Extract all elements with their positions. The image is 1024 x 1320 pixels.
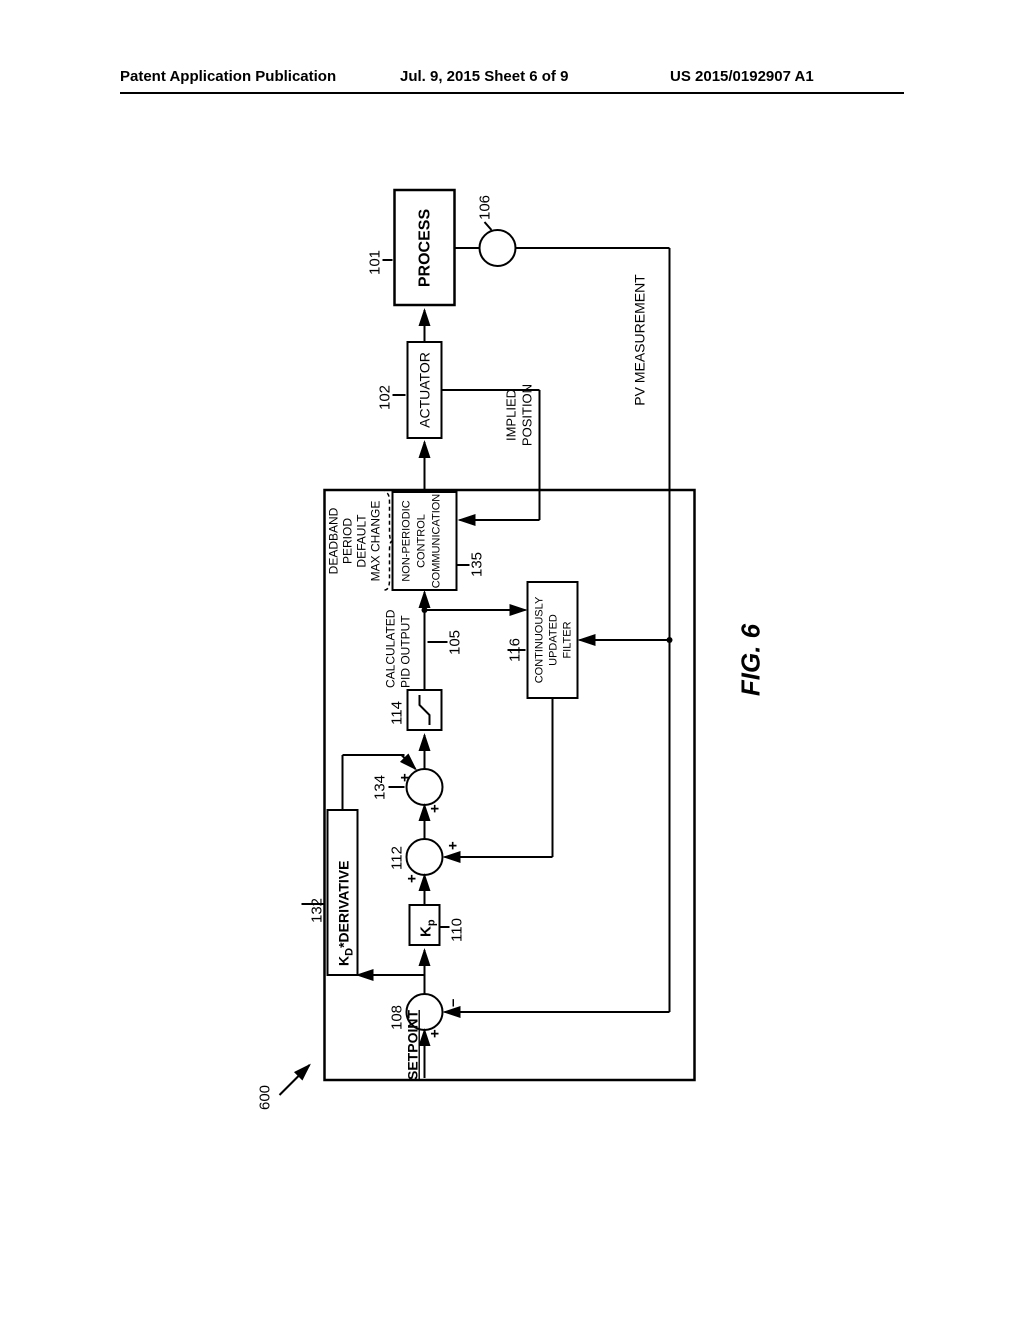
calc-node [422, 607, 428, 613]
plus-108: + [427, 1029, 444, 1038]
control-diagram: 600 SETPOINT 108 + – KD*DERIVATIVE 132 [230, 170, 790, 1150]
setpoint-label: SETPOINT [405, 1010, 421, 1080]
svg-text:+: + [397, 773, 414, 782]
svg-text:+: + [445, 841, 462, 850]
limiter-icon [420, 695, 430, 725]
ref106-line [485, 222, 492, 230]
svg-text:DEADBAND: DEADBAND [327, 507, 341, 574]
ref-114: 114 [389, 701, 406, 725]
diagram-rotated-wrap: 600 SETPOINT 108 + – KD*DERIVATIVE 132 [230, 170, 795, 1150]
actuator-text: ACTUATOR [417, 352, 433, 428]
header-left: Patent Application Publication [120, 68, 336, 85]
pv-label: PV MEASUREMENT [632, 274, 648, 406]
deriv-into134 [402, 755, 416, 769]
ref-112: 112 [389, 846, 406, 870]
header-rule [120, 92, 904, 94]
npcc-l2: CONTROL [416, 514, 428, 568]
ref-108: 108 [389, 1005, 406, 1030]
svg-text:PERIOD: PERIOD [341, 518, 355, 564]
derivative-text: KD*DERIVATIVE [336, 861, 356, 966]
kp-text: Kp [418, 919, 438, 937]
cuf-l3: FILTER [562, 621, 574, 658]
sum-112 [407, 839, 443, 875]
ref-110: 110 [449, 918, 466, 942]
ref-105: 105 [447, 630, 464, 655]
minus-108: – [445, 999, 462, 1007]
cuf-l1: CONTINUOUSLY [534, 596, 546, 683]
npcc-l3: COMMUNICATION [431, 494, 443, 589]
ref-106: 106 [477, 195, 494, 220]
process-text: PROCESS [417, 209, 434, 288]
implied-l2: POSITION [520, 384, 535, 446]
calc-l1: CALCULATED [384, 609, 398, 688]
sensor-106 [480, 230, 516, 266]
implied-l1: IMPLIED [504, 389, 519, 441]
figure-label: FIG. 6 [736, 623, 766, 696]
page: Patent Application Publication Jul. 9, 2… [0, 0, 1024, 1320]
pv-node [667, 637, 673, 643]
ref-102: 102 [377, 385, 394, 410]
svg-text:600: 600 [257, 1085, 274, 1110]
ref-135: 135 [469, 552, 486, 577]
deadband-params: DEADBAND PERIOD DEFAULT MAX CHANGE [327, 492, 393, 590]
ref-134: 134 [372, 775, 389, 800]
svg-text:MAX CHANGE: MAX CHANGE [369, 501, 383, 582]
svg-text:+: + [427, 804, 444, 813]
cuf-l2: UPDATED [548, 614, 560, 666]
ref-101: 101 [367, 250, 384, 275]
ref-600: 600 [257, 1065, 310, 1110]
svg-text:DEFAULT: DEFAULT [355, 514, 369, 568]
ref-132: 132 [309, 898, 326, 923]
calc-l2: PID OUTPUT [399, 615, 413, 688]
svg-text:+: + [404, 874, 421, 883]
header-right: US 2015/0192907 A1 [670, 68, 814, 85]
npcc-l1: NON-PERIODIC [401, 500, 413, 581]
header-mid: Jul. 9, 2015 Sheet 6 of 9 [400, 68, 568, 85]
